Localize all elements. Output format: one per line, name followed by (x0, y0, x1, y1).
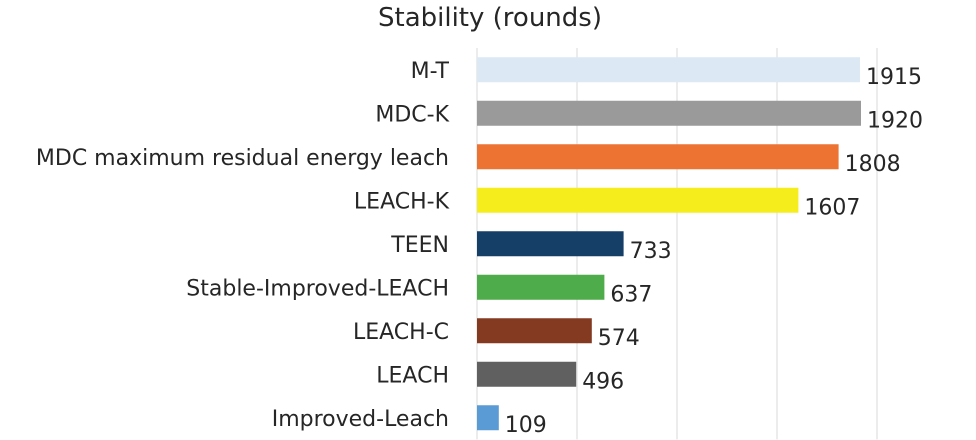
data-labels: 1915 1920 1808 1607 733 637 574 496 109 (505, 65, 923, 438)
bar (477, 231, 624, 257)
bar (477, 361, 577, 387)
data-label: 637 (610, 282, 652, 307)
chart-title: Stability (rounds) (378, 3, 602, 33)
bar (477, 318, 592, 344)
bar (477, 144, 839, 170)
bar (477, 100, 861, 126)
category-label: MDC maximum residual energy leach (36, 146, 449, 171)
data-label: 1920 (867, 108, 923, 133)
data-label: 1607 (804, 195, 860, 220)
data-label: 109 (505, 413, 547, 438)
data-label: 1808 (845, 152, 901, 177)
data-label: 574 (598, 326, 640, 351)
category-label: Stable-Improved-LEACH (186, 276, 449, 301)
category-labels: M-T MDC-K MDC maximum residual energy leac… (36, 59, 450, 432)
category-label: TEEN (390, 233, 449, 258)
bars (477, 57, 861, 431)
data-label: 1915 (866, 65, 922, 90)
data-label: 733 (630, 239, 672, 264)
bar (477, 274, 605, 300)
category-label: MDC-K (375, 102, 449, 127)
bar (477, 405, 499, 431)
data-label: 496 (582, 369, 624, 394)
category-label: LEACH-K (354, 189, 450, 214)
category-label: LEACH-C (353, 320, 449, 345)
bar (477, 57, 860, 83)
category-label: M-T (411, 59, 450, 84)
category-label: LEACH (376, 363, 449, 388)
category-label: Improved-Leach (272, 407, 449, 432)
bar (477, 187, 799, 213)
